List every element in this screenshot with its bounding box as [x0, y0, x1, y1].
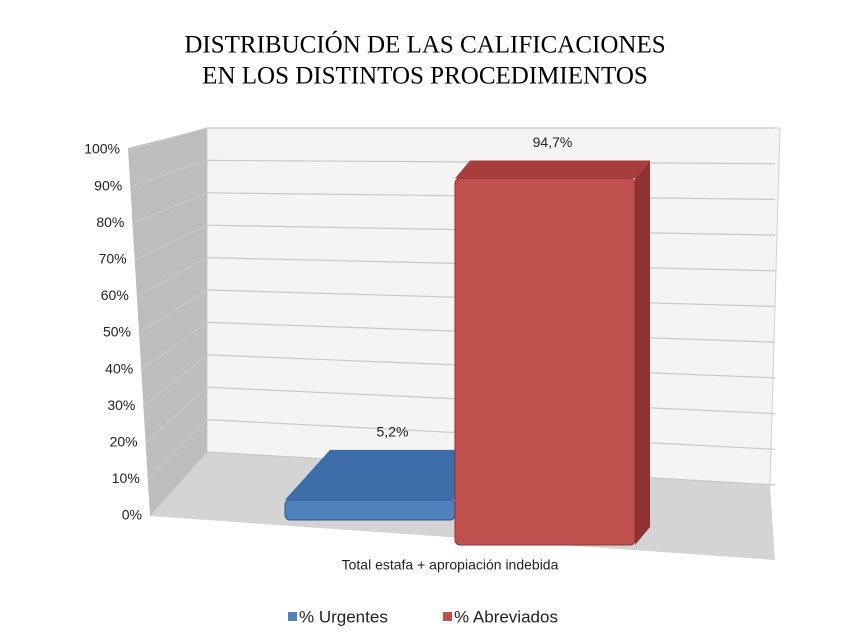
side-wall [128, 128, 207, 516]
legend-label: % Abreviados [454, 607, 558, 626]
legend-swatch [443, 612, 452, 621]
grid-line [127, 127, 775, 151]
y-tick-label: 30% [107, 397, 135, 413]
chart-title: DISTRIBUCIÓN DE LAS CALIFICACIONES [184, 31, 665, 59]
bar-top [455, 160, 650, 179]
y-tick-label: 80% [96, 214, 124, 230]
x-tick-label: Total estafa + apropiación indebida [342, 557, 559, 573]
y-tick-label: 50% [103, 324, 131, 340]
y-tick-label: 0% [122, 507, 142, 523]
legend-label: % Urgentes [299, 607, 388, 626]
y-tick-label: 90% [94, 177, 122, 193]
y-tick-label: 100% [84, 141, 120, 157]
bar [284, 499, 456, 521]
y-tick-label: 60% [101, 287, 129, 303]
y-tick-label: 40% [105, 360, 133, 376]
y-tick-label: 20% [110, 434, 138, 450]
bar-side [635, 160, 650, 546]
legend-swatch [288, 612, 297, 621]
bar-top [285, 449, 455, 500]
chart-title: EN LOS DISTINTOS PROCEDIMIENTOS [202, 63, 648, 90]
value-label: 5,2% [377, 424, 409, 440]
y-tick-label: 70% [99, 251, 127, 267]
y-tick-label: 10% [112, 470, 140, 486]
bar [454, 178, 636, 546]
value-label: 94,7% [533, 134, 573, 150]
